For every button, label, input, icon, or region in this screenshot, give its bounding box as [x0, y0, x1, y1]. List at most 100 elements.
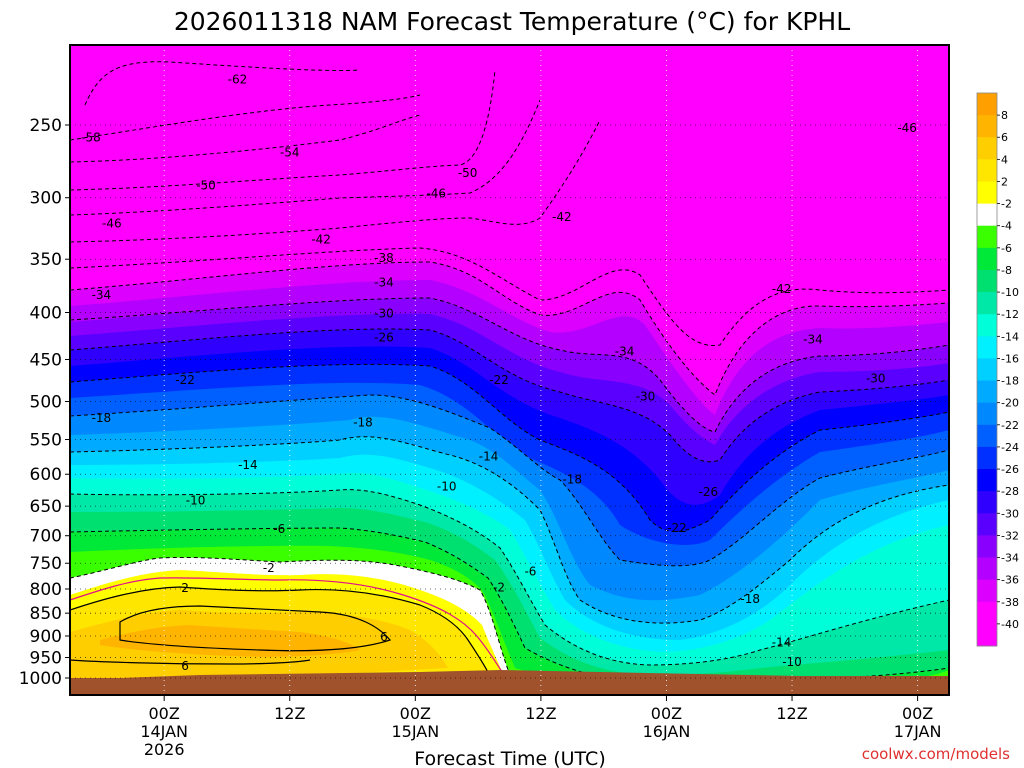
y-tick-label: 350	[30, 250, 62, 270]
colorbar-label: -24	[1001, 441, 1019, 454]
colorbar-label: -14	[1001, 330, 1019, 343]
x-axis-label: Forecast Time (UTC)	[414, 748, 605, 768]
colorbar-swatch	[977, 314, 997, 337]
contour-label: -14	[479, 450, 499, 464]
contour-label: -34	[803, 332, 823, 346]
contour-label: 2	[181, 581, 189, 595]
colorbar-swatch	[977, 535, 997, 559]
colorbar-label: -32	[1001, 529, 1019, 542]
positive-contour-lines	[70, 586, 491, 677]
contour-label: -22	[175, 373, 195, 387]
colorbar-label: -30	[1001, 507, 1019, 520]
colorbar-label: -8	[1001, 264, 1012, 277]
x-tick-date: 14JAN	[140, 722, 188, 741]
colorbar-swatch	[977, 623, 997, 647]
contour-label: -18	[740, 592, 760, 606]
x-tick-year: 2026	[144, 740, 185, 759]
contour-label: -46	[426, 187, 446, 201]
colorbar-swatch	[977, 491, 997, 514]
y-tick-label: 450	[30, 350, 62, 370]
x-tick-label: 12Z	[776, 704, 807, 723]
colorbar-swatch	[977, 380, 997, 404]
colorbar-legend: 8 6 4 2 -2 -4 -6 -8 -10 -12 -14 -16 -18 -20 -22 -24 -26 -…	[976, 92, 1019, 647]
colorbar-swatch	[977, 292, 997, 315]
colorbar-label: -18	[1001, 375, 1019, 388]
contour-labels: -62-58-54-50-50-46-46-46-42-42-42-38-34-…	[81, 72, 917, 672]
y-tick-label: 650	[30, 497, 62, 517]
y-tick-label: 400	[30, 303, 62, 323]
colorbar-label: -26	[1001, 463, 1019, 476]
temperature-band-8	[100, 625, 360, 657]
y-tick-label: 250	[30, 116, 62, 136]
credit-link[interactable]: coolwx.com/models	[862, 745, 1010, 763]
colorbar-swatch	[977, 513, 997, 536]
chart-title: 2026011318 NAM Forecast Temperature (°C)…	[174, 7, 850, 36]
contour-label: -58	[81, 131, 101, 145]
y-tick-label: 750	[30, 554, 62, 574]
contour-label: -14	[772, 636, 792, 650]
colorbar-label: -12	[1001, 308, 1019, 321]
colorbar-swatch	[977, 269, 997, 293]
colorbar-label: -28	[1001, 485, 1019, 498]
x-tick-label: 12Z	[525, 704, 556, 723]
colorbar-label: -38	[1001, 596, 1019, 609]
colorbar-swatch	[977, 424, 997, 448]
contour-label: -42	[772, 282, 792, 296]
colorbar-swatch	[977, 557, 997, 581]
colorbar-label: 4	[1001, 153, 1008, 166]
grid-lines	[70, 45, 949, 695]
contour-label: -46	[897, 121, 917, 135]
x-tick-label: 00Z	[400, 704, 431, 723]
colorbar-label: -20	[1001, 397, 1019, 410]
contour-label: -6	[273, 522, 285, 536]
x-tick-label: 00Z	[149, 704, 180, 723]
y-axis: 250 300 350 400 450 500 550 600 650 700 750 800 850 9…	[19, 116, 70, 689]
colorbar-label: -40	[1001, 618, 1019, 631]
colorbar-label: -10	[1001, 286, 1019, 299]
plot-area: -62-58-54-50-50-46-46-46-42-42-42-38-34-…	[70, 45, 949, 695]
x-tick-label: 12Z	[274, 704, 305, 723]
contour-label: -2	[493, 580, 505, 594]
colorbar-swatch	[977, 446, 997, 470]
colorbar-label: -34	[1001, 552, 1019, 565]
zero-degree-contour	[70, 577, 509, 681]
colorbar-swatch	[977, 115, 997, 138]
ground-terrain-relief	[70, 670, 949, 695]
contour-label: -18	[92, 411, 112, 425]
y-tick-label: 900	[30, 627, 62, 647]
y-tick-label: 550	[30, 431, 62, 451]
contour-label: -2	[263, 561, 275, 575]
contour-lines	[70, 61, 949, 683]
colorbar-swatch	[977, 336, 997, 359]
colorbar-swatch	[977, 225, 997, 249]
contour-label: 6	[181, 659, 189, 673]
x-tick-label: 00Z	[902, 704, 933, 723]
colorbar-swatch	[977, 579, 997, 603]
contour-label: -34	[374, 275, 394, 289]
x-tick-date: 16JAN	[643, 722, 691, 741]
contour-label: -18	[562, 473, 582, 487]
contour-label: -34	[92, 288, 112, 302]
contour-label: -30	[866, 372, 886, 386]
contour-label: -30	[374, 306, 394, 320]
y-tick-label: 1000	[19, 669, 62, 689]
contour-label: 6	[380, 630, 388, 644]
colorbar-label: -6	[1001, 242, 1012, 255]
contour-label: -42	[311, 232, 331, 246]
x-tick-date: 17JAN	[894, 722, 942, 741]
contour-label: -54	[280, 146, 300, 160]
y-tick-label: 850	[30, 604, 62, 624]
colorbar-swatch	[977, 203, 997, 227]
contour-label: -50	[196, 179, 216, 193]
colorbar-swatch	[977, 247, 997, 271]
contour-label: -62	[228, 72, 248, 86]
y-tick-label: 300	[30, 189, 62, 209]
contour-label: -30	[636, 390, 656, 404]
contour-label: -10	[782, 655, 802, 669]
colorbar-swatch	[977, 181, 997, 205]
colorbar-swatch	[977, 469, 997, 492]
contour-label: -34	[615, 344, 635, 358]
colorbar-swatch	[977, 601, 997, 625]
